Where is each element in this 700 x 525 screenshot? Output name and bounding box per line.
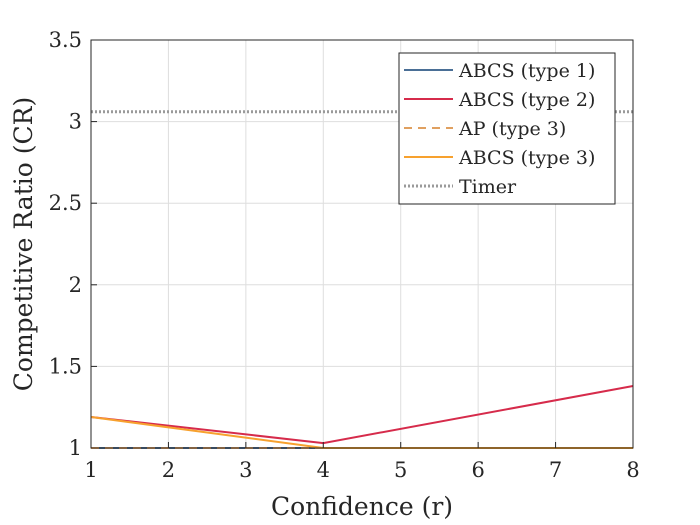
plot-frame	[90, 39, 634, 449]
x-tick-label: 1	[84, 458, 97, 482]
x-tick-label: 5	[394, 458, 407, 482]
legend: ABCS (type 1) ABCS (type 2) AP (type 3) ABC…	[398, 52, 616, 205]
x-tick-label: 4	[317, 458, 330, 482]
y-axis-label: Competitive Ratio (CR)	[9, 97, 38, 391]
series-line-abcs-type-2	[90, 385, 634, 445]
x-tick-label: 8	[626, 458, 639, 482]
x-axis-label: Confidence (r)	[271, 492, 453, 521]
legend-label: ABCS (type 2)	[458, 89, 595, 111]
axis-ticks: 1 2 3 4 5 6 7 8 1 1.5 2 2.5 3 3.5	[49, 28, 640, 482]
x-tick-label: 7	[549, 458, 562, 482]
y-tick-label: 3	[69, 110, 82, 134]
x-tick-label: 6	[471, 458, 484, 482]
y-tick-label: 2	[69, 273, 82, 297]
y-tick-label: 1	[69, 436, 82, 460]
y-tick-label: 1.5	[49, 354, 82, 378]
x-tick-label: 3	[239, 458, 252, 482]
y-tick-label: 2.5	[49, 191, 82, 215]
legend-label: AP (type 3)	[458, 118, 566, 140]
legend-label: Timer	[459, 176, 517, 198]
series-line-abcs-type-3	[90, 416, 633, 449]
legend-label: ABCS (type 3)	[458, 147, 595, 169]
legend-label: ABCS (type 1)	[458, 60, 595, 82]
x-tick-label: 2	[162, 458, 175, 482]
y-tick-label: 3.5	[49, 28, 82, 52]
